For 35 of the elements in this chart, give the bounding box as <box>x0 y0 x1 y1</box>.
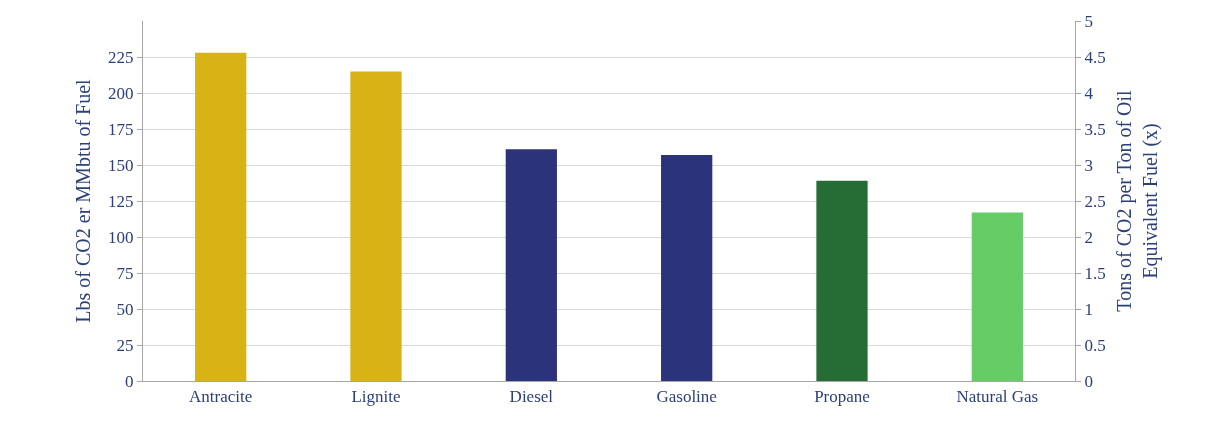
x-tick-label: Antracite <box>189 387 253 407</box>
y2-tick-label: 0 <box>1084 371 1093 391</box>
y2-tick-label: 1.5 <box>1084 263 1106 283</box>
y2-tick-label: 1 <box>1084 299 1093 319</box>
y2-tick-label: 0.5 <box>1084 335 1106 355</box>
bar <box>350 71 402 381</box>
bar <box>971 212 1023 381</box>
x-tick-label: Gasoline <box>656 387 717 407</box>
bar <box>195 52 247 381</box>
x-tick-label: Natural Gas <box>956 387 1039 407</box>
y-tick-label: 200 <box>108 83 134 103</box>
x-tick-label: Propane <box>814 387 870 407</box>
y2-tick-label: 2.5 <box>1084 191 1106 211</box>
y2-tick-label: 3 <box>1084 155 1093 175</box>
y2-tick-label: 3.5 <box>1084 119 1106 139</box>
y-tick-label: 75 <box>116 263 134 283</box>
y-tick-label: 25 <box>116 335 134 355</box>
y-tick-label: 125 <box>108 191 134 211</box>
y-tick-label: 100 <box>108 227 134 247</box>
y-tick-label: 150 <box>108 155 134 175</box>
bar <box>505 149 557 381</box>
y2-tick-label: 4 <box>1084 83 1094 103</box>
y-tick-label: 50 <box>116 299 134 319</box>
y-tick-label: 175 <box>108 119 134 139</box>
y-tick-label: 0 <box>125 371 134 391</box>
y-tick-label: 225 <box>108 47 134 67</box>
y2-tick-label: 2 <box>1084 227 1093 247</box>
bar <box>816 180 868 381</box>
x-tick-label: Lignite <box>351 387 401 407</box>
y2-axis-title: Tons of CO2 per Ton of Oil Equivalent Fuel (x) <box>1113 89 1163 312</box>
bar <box>661 154 713 381</box>
y-axis-title: Lbs of CO2 er MMbtu of Fuel <box>71 78 94 323</box>
y2-tick-label: 5 <box>1084 11 1093 31</box>
x-tick-label: Diesel <box>509 387 554 407</box>
y2-tick-label: 4.5 <box>1084 47 1106 67</box>
